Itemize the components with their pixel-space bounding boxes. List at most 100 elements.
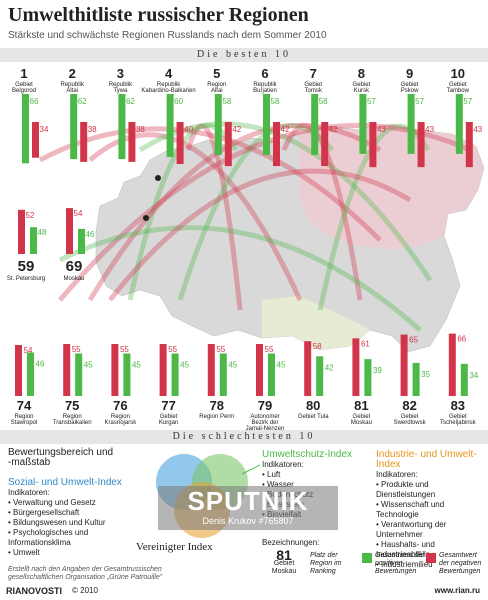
best-positive-bar <box>311 94 319 155</box>
key-rank: 81 Gebiet Moskau <box>262 548 306 576</box>
region-name-line: Gebiet <box>449 414 467 420</box>
band-best: Die besten 10 <box>0 48 488 62</box>
worst-positive-bar <box>171 353 179 396</box>
best-positive-bar <box>263 94 270 155</box>
infographic-title: Umwelthitliste russischer Regionen <box>8 4 309 26</box>
best-rank-number: 4 <box>165 66 173 81</box>
industry-index-item: • Wissenschaft und Technologie <box>376 500 445 519</box>
best-rank-number: 9 <box>406 66 413 81</box>
best-rank-number: 10 <box>451 66 465 81</box>
connection-arc <box>88 132 303 302</box>
mid-positive-bar <box>78 228 85 254</box>
mid-negative-value: 52 <box>26 211 35 220</box>
connection-arc <box>87 123 382 302</box>
region-name-line: Kurgan <box>159 420 178 426</box>
worst-positive-value: 46 <box>36 360 45 369</box>
region-name-line: Transbaikalien <box>53 420 92 426</box>
footer-url: www.rian.ru <box>434 586 481 595</box>
region-name-line: Krasnojarsk <box>105 420 138 426</box>
key-pos-swatch <box>362 553 372 563</box>
map-highlight-south <box>262 296 370 350</box>
region-name-line: Tscheljabinsk <box>440 420 477 426</box>
best-positive-value: 60 <box>174 97 183 106</box>
infographic-subtitle: Stärkste und schwächste Regionen Russlan… <box>8 30 327 41</box>
worst-positive-value: 39 <box>373 366 382 375</box>
region-name-line: Gebiet <box>401 82 419 88</box>
best-positive-bar <box>22 94 29 164</box>
best-negative-bar <box>273 122 280 167</box>
band-worst: Die schlechtesten 10 <box>0 430 488 444</box>
best-positive-value: 57 <box>367 97 376 106</box>
footer-brand: RIANOVOSTI <box>6 586 63 596</box>
watermark: SPUTNIK Denis Krukov #765807 <box>158 486 338 530</box>
mid-rank-number: 69 <box>66 258 83 275</box>
best-positive-bar <box>359 94 367 154</box>
worst-positive-bar <box>123 353 131 396</box>
worst-rank-number: 81 <box>354 398 368 413</box>
region-name-line: Gebiet <box>15 82 33 88</box>
worst-positive-bar <box>364 359 372 396</box>
worst-rank-number: 77 <box>161 398 175 413</box>
worst-negative-bar <box>159 344 167 396</box>
best-negative-value: 43 <box>425 125 434 134</box>
region-name-line: Gebiet <box>449 82 467 88</box>
region-name-line: Gebiet <box>401 414 419 420</box>
industry-index-title: Industrie- und Umwelt-Index <box>376 449 477 470</box>
region-name-line: Swerdlowsk <box>394 420 427 426</box>
best-rank-number: 5 <box>213 66 220 81</box>
social-index: Sozial- und Umwelt-Index Indikatoren: • … <box>8 478 148 558</box>
best-negative-bar <box>224 122 232 167</box>
worst-positive-value: 35 <box>421 370 430 379</box>
region-name-line: Region <box>63 414 82 420</box>
social-index-item: • Verwaltung und Gesetz <box>8 498 96 507</box>
city-dots <box>143 175 161 221</box>
best-negative-bar <box>321 122 329 167</box>
region-name-line: Region <box>207 82 226 88</box>
best-positive-bar <box>407 94 415 154</box>
worst-negative-value: 55 <box>265 345 274 354</box>
region-name-line: Region <box>111 414 130 420</box>
worst-positive-value: 45 <box>228 360 237 369</box>
region-name-line: Altai <box>66 88 78 94</box>
best-negative-bar <box>176 122 184 164</box>
region-name-line: Gebiet <box>353 414 371 420</box>
best-positive-value: 58 <box>222 97 231 106</box>
best-negative-value: 42 <box>281 125 290 134</box>
mid-positive-bar <box>30 227 37 254</box>
worst-negative-bar <box>400 334 408 396</box>
best-positive-value: 62 <box>126 97 135 106</box>
best-positive-value: 66 <box>30 97 39 106</box>
industry-index: Industrie- und Umwelt-Index Indikatoren:… <box>376 450 486 570</box>
best-rank-number: 6 <box>261 66 268 81</box>
region-name-line: Gebiet Tula <box>298 414 329 420</box>
best-positive-bar <box>118 94 126 160</box>
worst-positive-bar <box>268 353 275 396</box>
worst-negative-bar <box>256 344 263 396</box>
united-index-title: Vereinigter Index <box>136 541 213 553</box>
best-negative-value: 34 <box>40 125 49 134</box>
worst-negative-value: 66 <box>457 335 466 344</box>
key-rank-desc: Platz der Region im Ranking <box>310 552 342 575</box>
key-heading: Bezeichnungen: <box>262 538 319 548</box>
worst-positive-bar <box>75 353 83 396</box>
worst-rank-number: 83 <box>451 398 465 413</box>
worst-negative-value: 55 <box>216 345 225 354</box>
best-rank-number: 7 <box>310 66 317 81</box>
best-rank-number: 3 <box>117 66 124 81</box>
region-name-line: Gebiet <box>353 82 371 88</box>
industry-index-item: • Produkte und Dienstleistungen <box>376 480 436 499</box>
watermark-credit: Denis Krukov #765807 <box>202 516 294 526</box>
worst-positive-value: 42 <box>325 363 334 372</box>
russia-map <box>95 123 485 353</box>
best-negative-bar <box>80 122 88 162</box>
region-name-line: Moskau <box>351 420 372 426</box>
region-name-line: Region <box>14 414 33 420</box>
worst-positive-value: 45 <box>84 360 93 369</box>
region-name-line: Tywa <box>113 88 128 94</box>
mid-negative-bar <box>66 208 73 254</box>
region-name-line: Region Perm <box>199 414 234 420</box>
best-positive-bar <box>70 94 78 160</box>
mid-positive-value: 48 <box>38 228 47 237</box>
worst-negative-bar <box>111 344 119 396</box>
best-negative-bar <box>417 122 425 168</box>
